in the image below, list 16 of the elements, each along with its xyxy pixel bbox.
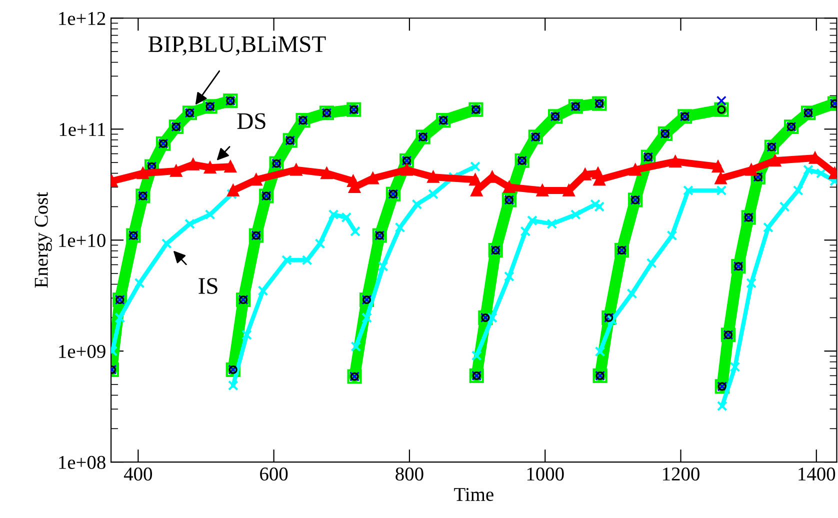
y-tick-label: 1e+10	[59, 234, 106, 248]
y-tick-label: 1e+12	[59, 12, 106, 26]
x-axis-title: Time	[454, 488, 494, 502]
y-axis-title: Energy Cost	[34, 192, 52, 288]
x-tick-label: 800	[396, 467, 424, 481]
x-tick-label: 1400	[798, 467, 836, 481]
x-tick-label: 1200	[663, 467, 700, 481]
x-tick-label: 1000	[527, 467, 564, 481]
x-tick-label: 600	[260, 467, 288, 481]
annotation: BIP,BLU,BLiMST	[148, 36, 326, 56]
y-tick-label: 1e+11	[60, 123, 106, 136]
annotation: IS	[198, 278, 218, 294]
y-tick-label: 1e+08	[59, 456, 106, 469]
y-tick-label: 1e+09	[59, 344, 106, 358]
x-tick-label: 400	[124, 467, 152, 481]
annotation: DS	[237, 113, 266, 130]
